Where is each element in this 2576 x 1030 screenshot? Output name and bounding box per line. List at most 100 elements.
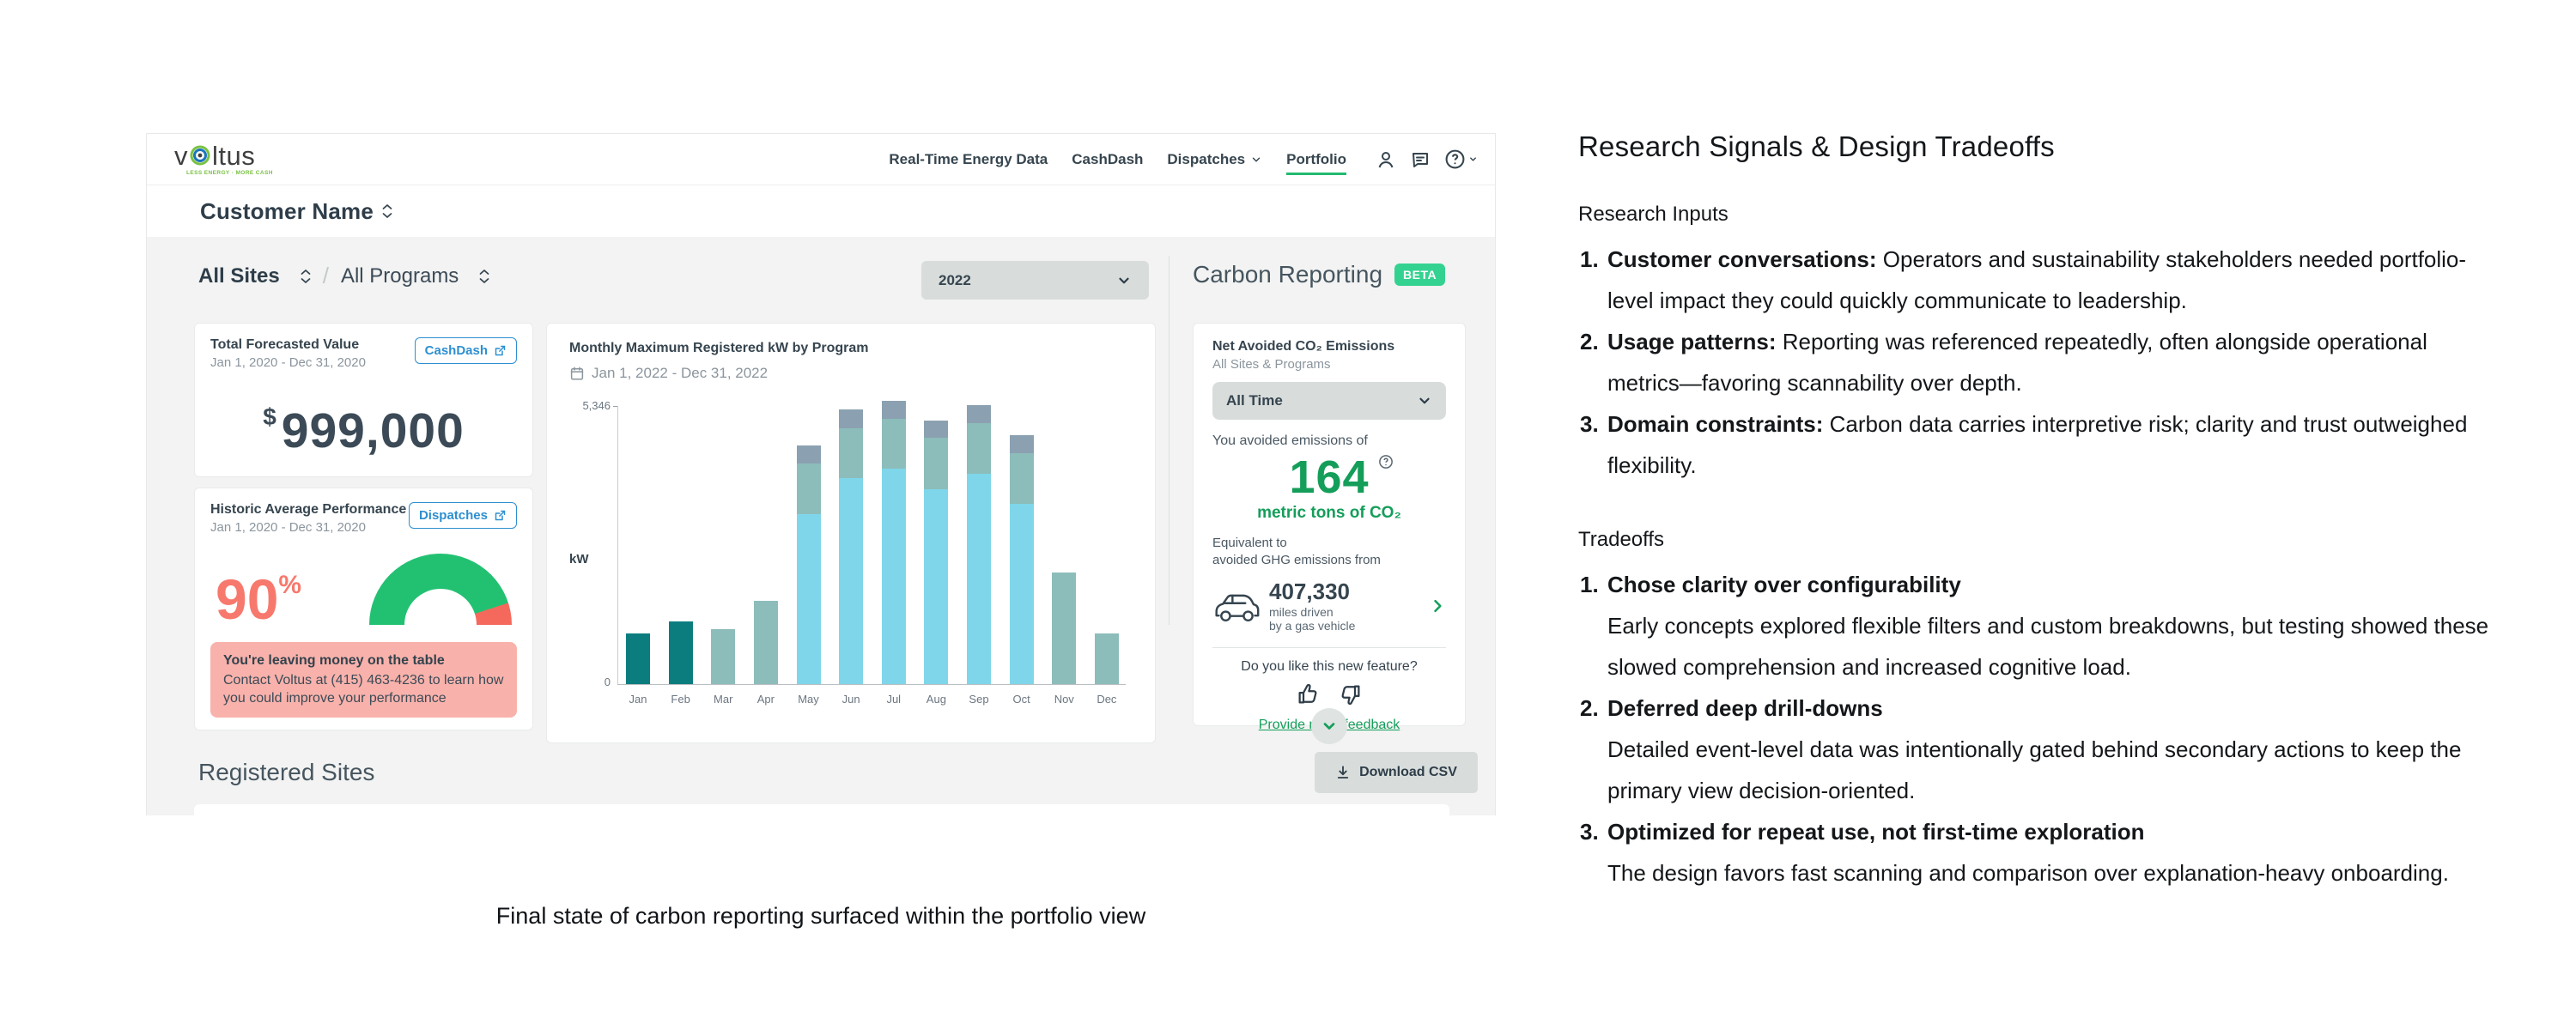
alert-title: You're leaving money on the table: [223, 653, 445, 668]
dispatches-link-button[interactable]: Dispatches: [408, 502, 517, 529]
bar-mar: [711, 629, 736, 684]
car-icon: [1215, 594, 1260, 621]
chevron-down-icon: [1323, 723, 1335, 730]
tooltip-question-icon[interactable]: [1378, 454, 1394, 470]
list-item: 3. Domain constraints: Carbon data carri…: [1580, 411, 2468, 479]
bar-segment-program-sage: [796, 464, 821, 514]
x-axis-line: [617, 684, 1126, 685]
bar-segment-program-slate: [967, 405, 991, 423]
nav-real-time-energy-data[interactable]: Real-Time Energy Data: [889, 150, 1048, 167]
bar-segment-program-cyan: [839, 478, 864, 684]
card-title: Historic Average Performance: [210, 502, 407, 517]
avoided-intro: You avoided emissions of: [1212, 433, 1368, 448]
chevron-down-icon: [1417, 393, 1432, 409]
bar-segment-program-cyan: [924, 489, 949, 684]
tradeoffs-heading: Tradeoffs: [1578, 527, 1665, 551]
bar-may: [796, 445, 821, 684]
thumbs-down-icon[interactable]: [1338, 682, 1364, 707]
research-inputs-heading: Research Inputs: [1578, 203, 1728, 226]
account-icon[interactable]: [1376, 149, 1396, 170]
chart-bars: [626, 401, 1119, 684]
chart-plot: 5,346 kW 0 Jan Feb Mar Apr May Jun Jul Aug Sep Oc…: [569, 399, 1134, 715]
year-dropdown[interactable]: 2022: [921, 261, 1149, 300]
carbon-card-subtitle: All Sites & Programs: [1212, 357, 1331, 372]
figure-caption: Final state of carbon reporting surfaced…: [495, 903, 1146, 929]
feedback-prompt: Do you like this new feature?: [1241, 659, 1418, 675]
bar-segment-program-slate: [796, 445, 821, 464]
cashdash-link-button[interactable]: CashDash: [414, 337, 517, 364]
bar-segment-program-slate: [839, 409, 864, 428]
logo-text-right: ltus: [212, 140, 256, 171]
nav-dispatches[interactable]: Dispatches: [1167, 151, 1262, 168]
bar-segment-program-sage: [1052, 573, 1077, 684]
thumbs-up-icon[interactable]: [1295, 682, 1321, 707]
bar-segment-program-slate: [924, 421, 949, 438]
article: Research Signals & Design Tradeoffs Rese…: [1578, 130, 2501, 894]
sites-sort-control[interactable]: [301, 269, 311, 284]
bar-segment-program-sage: [881, 419, 906, 469]
external-link-icon: [495, 345, 506, 356]
x-axis-label: Jan: [629, 693, 647, 706]
article-title: Research Signals & Design Tradeoffs: [1578, 130, 2055, 162]
feedback-chat-icon[interactable]: [1410, 149, 1431, 170]
net-avoided-co2-card: Net Avoided CO₂ Emissions All Sites & Pr…: [1193, 323, 1466, 732]
all-programs-filter[interactable]: All Programs: [340, 264, 459, 288]
y-axis-line: [617, 406, 618, 684]
collapse-carbon-button[interactable]: [1311, 708, 1347, 744]
x-axis-label: Apr: [756, 693, 775, 706]
total-forecasted-value-card: Total Forecasted Value Jan 1, 2020 - Dec…: [194, 323, 533, 477]
x-axis-label: Nov: [1054, 693, 1074, 706]
nav-portfolio[interactable]: Portfolio: [1286, 151, 1346, 175]
customer-sort-control[interactable]: [382, 203, 392, 219]
main-nav: Real-Time Energy Data CashDash Dispatche…: [889, 148, 1478, 175]
bar-segment-program-cyan: [1009, 504, 1034, 684]
carbon-card-title: Net Avoided CO₂ Emissions: [1212, 339, 1395, 354]
bar-jan: [626, 633, 650, 684]
x-axis-label: Feb: [671, 693, 690, 706]
voltus-mark-icon: [190, 145, 210, 166]
bar-segment-program-sage: [967, 423, 991, 474]
x-axis-label: May: [798, 693, 819, 706]
help-icon[interactable]: [1444, 148, 1478, 170]
miles-line2: by a gas vehicle: [1269, 619, 1356, 633]
scope-filters: All Sites / All Programs: [198, 263, 489, 289]
bar-jun: [839, 409, 864, 684]
external-link-icon: [495, 510, 506, 521]
forecast-value: $999,000: [263, 403, 465, 458]
logo-tagline: LESS ENERGY · MORE CASH: [186, 169, 273, 176]
time-filter-dropdown[interactable]: All Time: [1212, 382, 1446, 420]
bar-segment-program-sage: [839, 428, 864, 478]
equivalent-line2: avoided GHG emissions from: [1212, 553, 1381, 568]
x-axis-label: Sep: [969, 693, 989, 706]
bar-segment-program-sage: [924, 438, 949, 489]
bar-segment-program-cyan: [881, 469, 906, 684]
x-axis-label: Aug: [926, 693, 946, 706]
list-item: 1. Chose clarity over configurability Ea…: [1580, 571, 2489, 680]
card-date-range: Jan 1, 2020 - Dec 31, 2020: [210, 520, 366, 535]
download-icon: [1337, 766, 1349, 779]
programs-sort-control[interactable]: [479, 269, 489, 284]
bar-segment-program-dark-teal: [626, 633, 650, 684]
carbon-reporting-title: Carbon Reporting: [1193, 261, 1383, 288]
bar-sep: [967, 405, 991, 684]
card-title: Total Forecasted Value: [210, 337, 360, 352]
beta-badge: BETA: [1394, 264, 1446, 286]
voltus-logo[interactable]: v ltus LESS ENERGY · MORE CASH: [174, 142, 273, 177]
research-inputs-list: 1. Customer conversations: Operators and…: [1578, 239, 2501, 487]
download-csv-button[interactable]: Download CSV: [1315, 752, 1478, 793]
bar-aug: [924, 421, 949, 684]
nav-cashdash[interactable]: CashDash: [1072, 150, 1144, 167]
list-item: 2. Usage patterns: Reporting was referen…: [1580, 329, 2427, 397]
miles-equivalent-row: 407,330 miles driven by a gas vehicle: [1212, 579, 1446, 634]
calendar-icon: [570, 367, 584, 380]
x-axis-label: Dec: [1097, 693, 1117, 706]
chevron-down-icon: [1470, 157, 1476, 161]
portfolio-panel: All Sites / All Programs 2022: [147, 237, 1495, 815]
list-item: 1. Customer conversations: Operators and…: [1580, 246, 2467, 314]
equivalent-line1: Equivalent to: [1212, 536, 1287, 550]
y-axis-zero-label: 0: [604, 676, 611, 688]
chevron-down-icon: [1116, 273, 1132, 288]
all-sites-filter[interactable]: All Sites: [198, 264, 280, 288]
chevron-right-icon[interactable]: [1429, 597, 1446, 615]
performance-alert: You're leaving money on the table Contac…: [210, 642, 517, 718]
